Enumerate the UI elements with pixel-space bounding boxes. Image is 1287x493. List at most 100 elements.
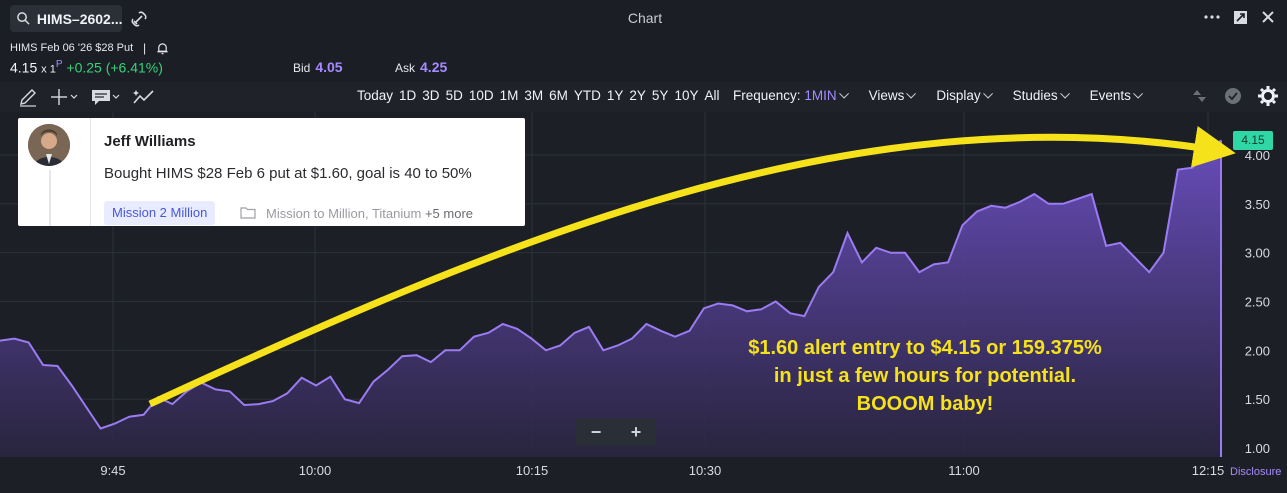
- y-tick-label: 3.50: [1245, 197, 1270, 212]
- card-divider: [90, 118, 91, 226]
- folder-icon: [240, 207, 256, 219]
- chevron-down-icon: [906, 88, 917, 99]
- zoom-out-button[interactable]: −: [590, 421, 602, 442]
- chevron-down-icon: [1059, 88, 1070, 99]
- range-today[interactable]: Today: [357, 88, 394, 103]
- bid-label: Bid: [293, 61, 311, 75]
- display-menu[interactable]: Display: [936, 88, 993, 103]
- alert-post-card[interactable]: Jeff Williams Bought HIMS $28 Feb 6 put …: [18, 118, 525, 226]
- range-6m[interactable]: 6M: [549, 88, 568, 103]
- window-title: Chart: [627, 10, 663, 26]
- ask-value: 4.25: [420, 59, 448, 75]
- price-line: [0, 139, 1222, 430]
- quote-header: HIMS Feb 06 '26 $28 Put | 4.15 x 1P +0.2…: [0, 38, 1287, 82]
- order-arrows-icon[interactable]: [1189, 86, 1209, 111]
- chevron-down-icon: [1133, 88, 1143, 99]
- range-5d[interactable]: 5D: [445, 88, 463, 103]
- y-tick-label: 4.00: [1245, 148, 1270, 163]
- comment-icon[interactable]: [90, 86, 120, 108]
- events-menu[interactable]: Events: [1090, 88, 1143, 103]
- frequency-value: 1MIN: [804, 88, 837, 103]
- range-2y[interactable]: 2Y: [629, 88, 646, 103]
- thread-line: [49, 170, 51, 226]
- window-controls: [1203, 8, 1277, 26]
- annotation-line-1: $1.60 alert entry to $4.15 or 159.375%: [748, 337, 1102, 359]
- ask-quote: Ask 4.25: [395, 59, 447, 75]
- x-tick-label: 10:15: [516, 463, 549, 478]
- range-3m[interactable]: 3M: [524, 88, 544, 103]
- alert-bell-icon[interactable]: [156, 42, 169, 55]
- range-selector: Today 1D 3D 5D 10D 1M 3M 6M YTD 1Y 2Y 5Y…: [357, 88, 719, 103]
- range-all[interactable]: All: [704, 88, 720, 103]
- views-menu[interactable]: Views: [869, 88, 917, 103]
- y-tick-label: 1.00: [1245, 441, 1270, 456]
- channel-names: Mission to Million, Titanium: [266, 206, 422, 221]
- option-symbol: HIMS Feb 06 '26 $28 Put: [10, 42, 134, 54]
- frequency-dropdown[interactable]: Frequency: 1MIN: [733, 88, 849, 103]
- chevron-down-icon: [838, 88, 849, 99]
- chart-canvas[interactable]: 1.00 1.50 2.00 2.50 3.00 3.50 4.00 9:45 10:00 10…: [0, 112, 1287, 493]
- trend-line-icon[interactable]: [132, 86, 156, 108]
- more-channels[interactable]: +5 more: [424, 206, 474, 221]
- y-tick-label: 2.00: [1245, 343, 1270, 358]
- restore-window-icon[interactable]: [1231, 8, 1249, 26]
- separator: |: [143, 41, 147, 55]
- channel-tag[interactable]: Mission 2 Million: [104, 201, 216, 225]
- crosshair-icon[interactable]: [50, 86, 78, 108]
- range-1d[interactable]: 1D: [399, 88, 417, 103]
- y-tick-label: 3.00: [1245, 246, 1270, 261]
- checkmark-circle-icon[interactable]: [1223, 86, 1243, 111]
- window-titlebar: HIMS–2602... Chart: [0, 0, 1287, 38]
- symbol-search[interactable]: HIMS–2602...: [10, 5, 122, 32]
- annotation-text: $1.60 alert entry to $4.15 or 159.375% i…: [700, 334, 1150, 418]
- range-10y[interactable]: 10Y: [674, 88, 699, 103]
- price-chart[interactable]: 1.00 1.50 2.00 2.50 3.00 3.50 4.00 9:45 10:00 10…: [0, 112, 1287, 493]
- pencil-icon[interactable]: [18, 86, 38, 108]
- x-axis-labels: 9:45 10:00 10:15 10:30 11:00 12:15: [100, 463, 1224, 478]
- range-5y[interactable]: 5Y: [651, 88, 669, 103]
- drawing-tools: [18, 86, 156, 108]
- close-window-icon[interactable]: [1259, 8, 1277, 26]
- annotation-arrow: [148, 125, 1236, 408]
- price-area: [0, 140, 1221, 458]
- range-ytd[interactable]: YTD: [573, 88, 601, 103]
- zoom-in-button[interactable]: +: [630, 421, 642, 442]
- range-3d[interactable]: 3D: [422, 88, 440, 103]
- views-label: Views: [868, 88, 905, 103]
- ask-label: Ask: [395, 61, 416, 75]
- symbol-search-value[interactable]: HIMS–2602...: [36, 10, 122, 27]
- disclosure-link[interactable]: Disclosure: [1230, 466, 1282, 478]
- more-options-icon[interactable]: [1203, 8, 1221, 26]
- multiplier: x 1: [41, 63, 56, 76]
- annotation-line-3: BOOOM baby!: [856, 393, 994, 415]
- range-1y[interactable]: 1Y: [606, 88, 624, 103]
- search-icon: [17, 12, 30, 25]
- range-1m[interactable]: 1M: [499, 88, 519, 103]
- x-tick-label: 9:45: [100, 463, 125, 478]
- x-tick-label: 12:15: [1192, 463, 1225, 478]
- last-price-line: 4.15 x 1P +0.25 (+6.41%): [10, 59, 163, 76]
- bid-quote: Bid 4.05: [293, 59, 343, 75]
- post-author[interactable]: Jeff Williams: [104, 133, 196, 150]
- link-icon[interactable]: [130, 10, 148, 28]
- settings-gear-icon[interactable]: [1257, 85, 1279, 112]
- price-change: +0.25 (+6.41%): [66, 59, 163, 76]
- post-body: Bought HIMS $28 Feb 6 put at $1.60, goal…: [104, 165, 472, 182]
- toolbar-right-icons: [1189, 85, 1279, 112]
- channel-list[interactable]: Mission to Million, Titanium +5 more: [266, 206, 473, 221]
- studies-label: Studies: [1012, 88, 1058, 103]
- events-label: Events: [1089, 88, 1131, 103]
- x-tick-label: 11:00: [948, 463, 980, 478]
- bid-value: 4.05: [315, 59, 343, 75]
- zoom-controls: − +: [576, 418, 656, 446]
- annotation-line-2: in just a few hours for potential.: [773, 365, 1077, 387]
- range-10d[interactable]: 10D: [468, 88, 494, 103]
- chevron-down-icon: [982, 88, 993, 99]
- x-tick-label: 10:30: [689, 463, 722, 478]
- last-price: 4.15: [10, 59, 38, 76]
- last-price-tag: 4.15: [1233, 131, 1273, 150]
- studies-menu[interactable]: Studies: [1013, 88, 1070, 103]
- chart-menus: Frequency: 1MIN Views Display Studies Ev…: [733, 88, 1143, 103]
- frequency-label: Frequency:: [733, 88, 801, 103]
- avatar[interactable]: [28, 124, 70, 166]
